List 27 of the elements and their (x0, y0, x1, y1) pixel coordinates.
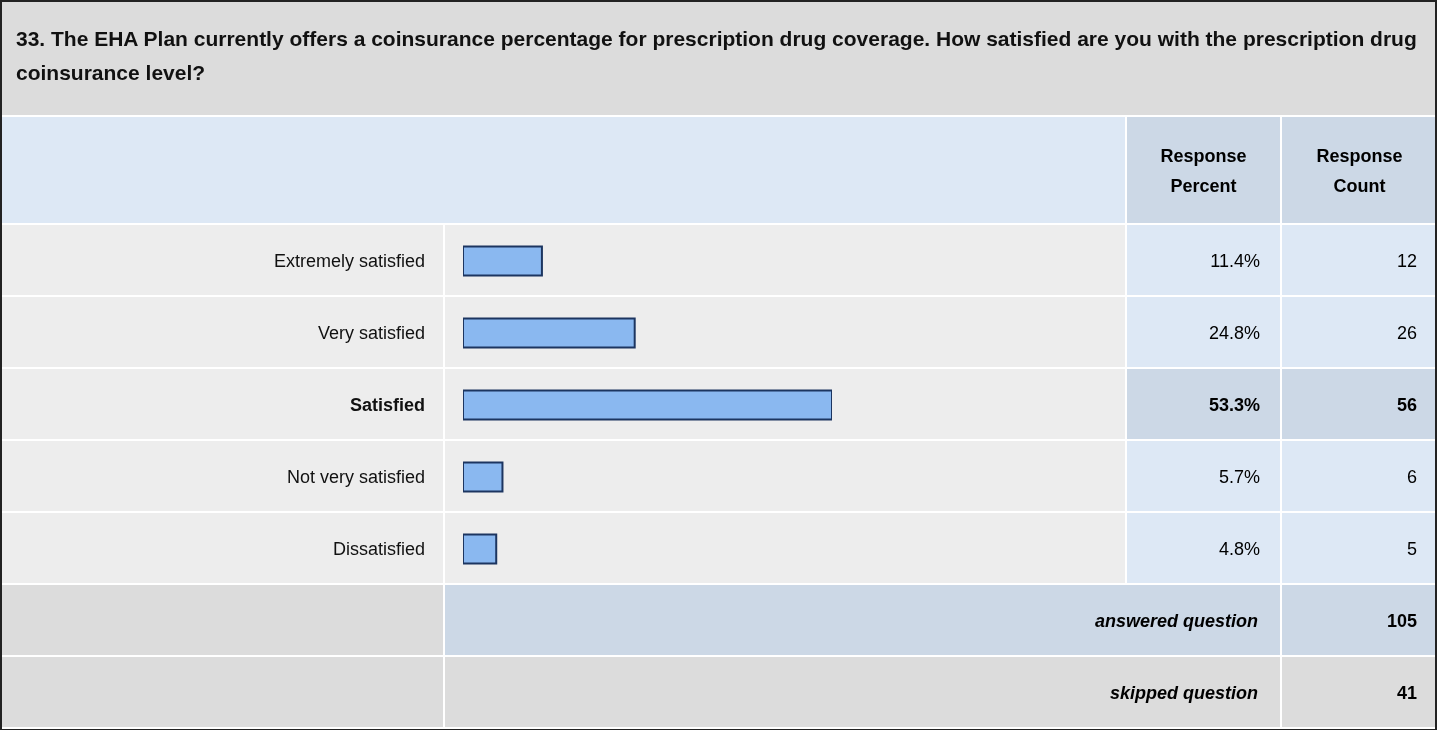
bar (463, 461, 504, 493)
text: 105 (1282, 585, 1437, 657)
text: 6 (1282, 441, 1437, 513)
y-tick-label: Very satisfied (317, 323, 425, 343)
data-label: 5.7% (1127, 441, 1282, 513)
text: 56 (1282, 369, 1437, 441)
bar (463, 245, 543, 277)
text: 41 (1282, 657, 1437, 729)
text: Response Percent (1127, 117, 1282, 225)
text: skipped question (445, 657, 1282, 729)
bar (463, 317, 636, 349)
data-label: 53.3% (1127, 369, 1282, 441)
text: Response Count (1282, 117, 1437, 225)
y-tick-label: Satisfied (349, 395, 425, 415)
bar (463, 389, 832, 421)
bar (463, 533, 498, 565)
text: 5 (1282, 513, 1437, 585)
data-label: 24.8% (1127, 297, 1282, 369)
text: answered question (445, 585, 1282, 657)
chart-title: 33. The EHA Plan currently offers a coinsurance percentage for prescription drug coverage. How satisfied are you with the prescription drug coinsurance level? (2, 2, 1437, 117)
text: 26 (1282, 297, 1437, 369)
data-label: 4.8% (1127, 513, 1282, 585)
data-label: 11.4% (1127, 225, 1282, 297)
y-tick-label: Not very satisfied (286, 467, 425, 487)
y-tick-label: Dissatisfied (332, 539, 425, 559)
text: 12 (1282, 225, 1437, 297)
y-tick-label: Extremely satisfied (273, 251, 425, 271)
